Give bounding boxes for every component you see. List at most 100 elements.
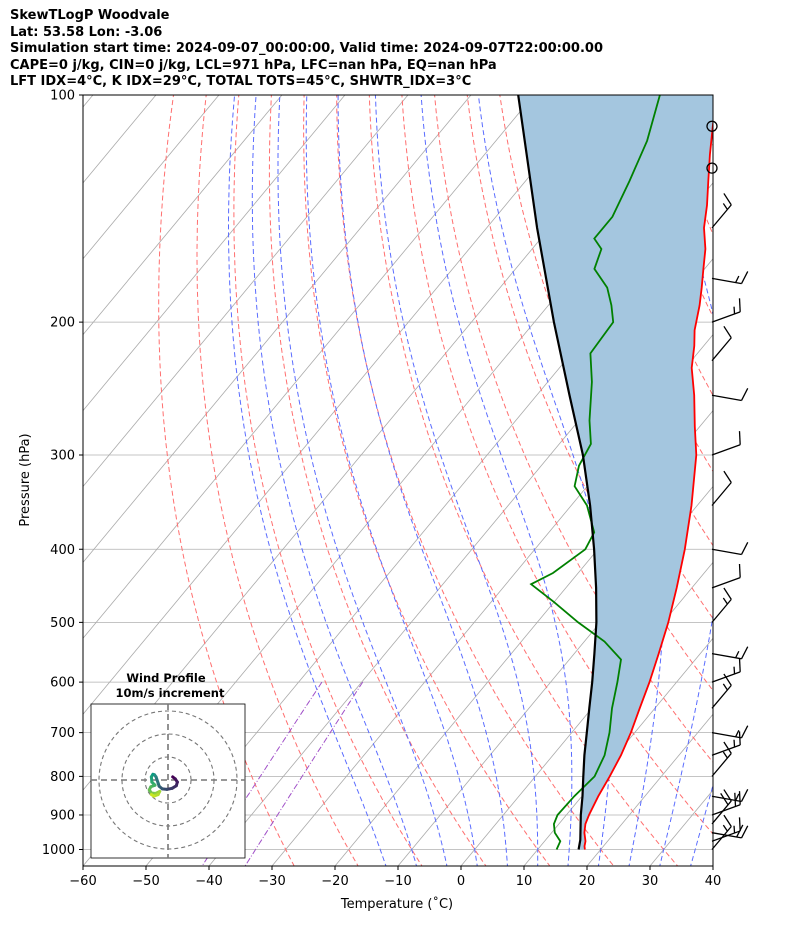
- isotherm-line: [397, 485, 713, 866]
- barb-staff: [711, 830, 741, 842]
- calm-wind-circle: [706, 162, 718, 174]
- isotherm-line: [586, 713, 713, 866]
- moist-adiabat-line: [374, 95, 539, 866]
- wind-barb: [711, 431, 741, 456]
- barb-staff: [711, 576, 741, 589]
- barb-staff: [711, 731, 742, 739]
- dry-adiabat-line: [780, 61, 794, 869]
- x-tick-label: −40: [195, 874, 222, 889]
- barb-flag-half: [733, 666, 736, 674]
- wind-barb: [711, 658, 741, 683]
- parcel-profile-line: [517, 95, 598, 850]
- wind-barb: [711, 325, 732, 362]
- barb-flag-full: [723, 470, 732, 483]
- barb-flag-half: [735, 729, 740, 738]
- isotherm-line: [83, 95, 535, 639]
- x-axis: −60 −50 −40 −30 −20 −10 0 10 20 30 40: [69, 866, 721, 889]
- y-tick-label: 1000: [42, 843, 75, 858]
- wind-barb: [711, 817, 741, 842]
- isotherm-line: [83, 95, 346, 412]
- barb-flag-half: [735, 793, 740, 801]
- temperature-line: [583, 117, 713, 850]
- x-axis-label: Temperature (˚C): [340, 896, 453, 912]
- y-tick-label: 300: [50, 448, 75, 463]
- dry-adiabat-line: [158, 95, 295, 866]
- wind-barb: [711, 587, 732, 623]
- dry-adiabat-line: [749, 61, 794, 869]
- barb-flag-half: [733, 739, 736, 748]
- wind-barb: [711, 470, 732, 506]
- wind-barb: [711, 388, 749, 402]
- barb-staff: [711, 337, 732, 362]
- barb-flag-half: [722, 751, 728, 759]
- barb-flag-full: [740, 271, 749, 284]
- wind-profile-inset: Wind Profile 10m/s increment: [90, 671, 246, 859]
- y-tick-label: 500: [50, 616, 75, 631]
- barb-flag-full: [740, 388, 749, 401]
- isotherm-line: [774, 60, 794, 868]
- wind-barb: [706, 120, 718, 132]
- isotherm-line: [83, 95, 472, 564]
- x-tick-label: 10: [516, 874, 533, 889]
- barb-flag-full: [738, 431, 741, 445]
- barb-flag-full: [723, 587, 732, 600]
- barb-flag-full: [740, 542, 749, 555]
- mixing-ratio-line: [244, 681, 364, 866]
- barb-flag-full: [723, 814, 732, 827]
- dewpoint-line: [529, 95, 661, 850]
- x-tick-label: 40: [705, 874, 722, 889]
- barb-staff: [711, 744, 741, 756]
- simulation-times: Simulation start time: 2024-09-07_00:00:…: [10, 41, 603, 56]
- barb-flag-half: [722, 683, 728, 691]
- x-tick-label: −20: [321, 874, 348, 889]
- wind-barb: [711, 789, 749, 803]
- barb-flag-half: [722, 824, 728, 832]
- wind-barbs: [706, 120, 749, 850]
- y-tick-label: 700: [50, 726, 75, 741]
- inset-subtitle: 10m/s increment: [116, 686, 225, 700]
- barb-staff: [711, 548, 742, 556]
- wind-barb: [711, 725, 749, 739]
- wind-barb: [711, 298, 741, 323]
- barb-staff: [711, 795, 742, 803]
- x-tick-label: −60: [69, 874, 96, 889]
- wind-barb: [711, 741, 732, 777]
- isotherm-line: [712, 865, 713, 866]
- chart-header: SkewTLogP Woodvale Lat: 53.58 Lon: -3.06…: [10, 8, 603, 91]
- barb-flag-half: [722, 203, 728, 210]
- wind-barb: [711, 791, 741, 816]
- x-tick-label: −30: [258, 874, 285, 889]
- wind-barb: [711, 542, 749, 556]
- y-tick-label: 800: [50, 770, 75, 785]
- inset-title: Wind Profile: [126, 671, 206, 685]
- barb-staff: [711, 671, 741, 683]
- isotherm-line: [460, 561, 713, 866]
- barb-flag-full: [723, 325, 732, 339]
- dry-adiabat-line: [717, 61, 794, 869]
- moist-adiabat-line: [690, 783, 713, 866]
- barb-flag-half: [733, 306, 736, 314]
- barb-flag-full: [723, 193, 732, 206]
- barb-staff: [711, 652, 742, 660]
- isotherm-line: [83, 95, 598, 715]
- x-tick-label: 30: [642, 874, 659, 889]
- barb-flag-half: [735, 650, 740, 659]
- dry-adiabat-line: [401, 95, 713, 835]
- y-tick-label: 400: [50, 543, 75, 558]
- barb-flag-half: [722, 597, 728, 605]
- barb-staff: [711, 311, 741, 323]
- wind-barb: [711, 646, 749, 660]
- y-tick-label: 100: [50, 89, 75, 104]
- dry-adiabat-line: [233, 95, 423, 866]
- barb-flag-full: [738, 658, 741, 672]
- barb-flag-full: [734, 792, 737, 807]
- moist-adiabat-line: [305, 95, 478, 866]
- barb-staff: [711, 204, 732, 229]
- isotherm-line: [83, 95, 220, 260]
- wind-barb: [711, 193, 732, 229]
- barb-staff: [711, 684, 732, 709]
- barb-staff: [711, 752, 732, 777]
- chart-series: [517, 95, 713, 850]
- x-tick-label: −10: [384, 874, 411, 889]
